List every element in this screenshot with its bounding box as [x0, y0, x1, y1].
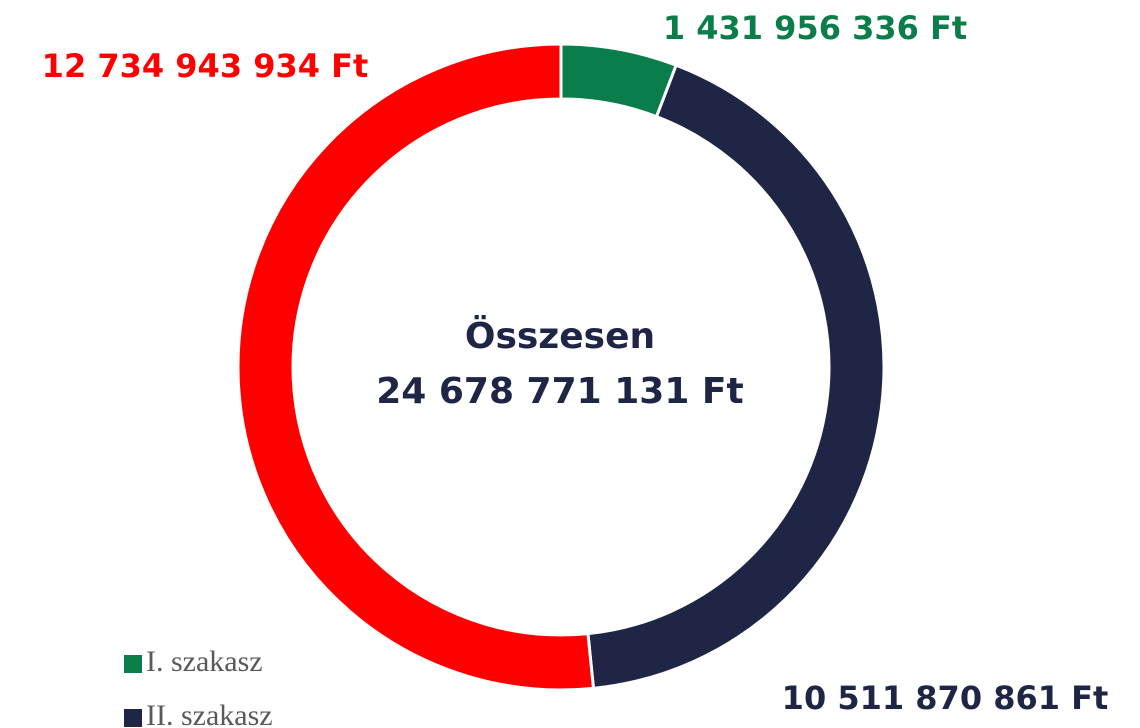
legend-swatch	[124, 709, 142, 727]
center-title: Összesen	[465, 315, 655, 357]
value-label: 12 734 943 934 Ft	[42, 47, 369, 85]
center-total: 24 678 771 131 Ft	[376, 371, 743, 412]
value-label: 10 511 870 861 Ft	[782, 679, 1109, 717]
legend-label: II. szakasz	[146, 699, 273, 728]
legend-swatch	[124, 655, 142, 673]
donut-slice	[586, 63, 886, 691]
donut-slice	[559, 42, 679, 119]
legend-label: I. szakasz	[146, 645, 263, 678]
donut-slice	[236, 42, 596, 692]
value-label: 1 431 956 336 Ft	[663, 9, 967, 47]
